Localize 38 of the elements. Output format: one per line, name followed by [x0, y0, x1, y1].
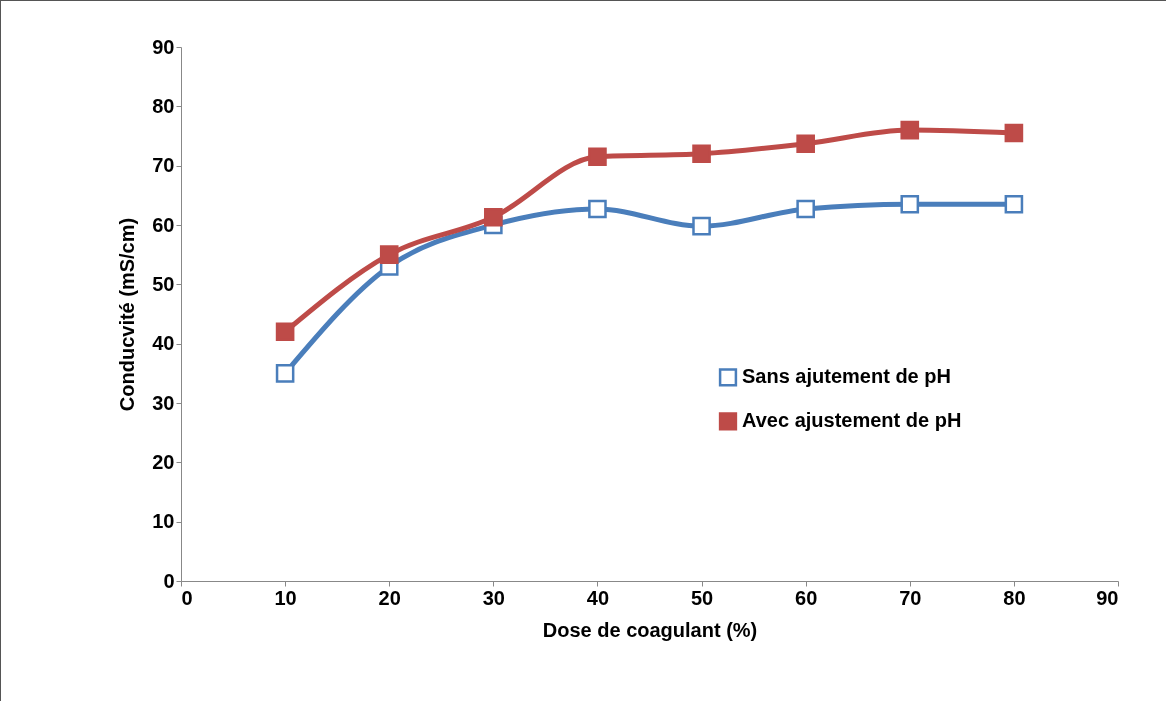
point [692, 216, 711, 236]
y-tick-label: 0 [163, 569, 175, 592]
y-tick-label: 30 [152, 391, 175, 414]
x-tick-label: 20 [378, 586, 401, 609]
point [275, 364, 295, 383]
y-tick-label: 60 [152, 213, 175, 236]
x-tick-label: 70 [899, 586, 922, 609]
y-tick-label: 80 [152, 94, 175, 117]
x-tick-label: 40 [586, 586, 610, 609]
legend-label: Avec ajustement de pH [742, 409, 962, 432]
y-tick-label: 20 [152, 450, 175, 473]
y-axis-title: Conducvité (mS/cm) [116, 217, 139, 412]
x-tick-label: 50 [690, 586, 714, 609]
y-tick-label: 40 [152, 332, 175, 355]
x-tick-label: 60 [795, 586, 818, 609]
y-tick-label: 50 [152, 272, 175, 295]
point [692, 144, 711, 164]
point [900, 194, 920, 214]
point [900, 120, 920, 140]
point [275, 322, 295, 342]
x-tick-label: 30 [482, 586, 505, 609]
point [588, 147, 607, 167]
x-axis-title: Dose de coagulant (%) [542, 618, 758, 641]
point [1004, 194, 1024, 214]
x-tick-label: 0 [181, 586, 193, 609]
point [796, 134, 815, 154]
y-tick-label: 90 [152, 35, 175, 58]
point [796, 199, 815, 219]
y-tick-label: 10 [152, 510, 175, 533]
point [1004, 123, 1024, 143]
point [379, 245, 399, 264]
y-tick-label: 70 [152, 154, 175, 177]
x-tick-label: 90 [1096, 586, 1119, 609]
point [588, 199, 607, 219]
legend-label: Sans ajutement de pH [742, 365, 951, 388]
x-tick-label: 80 [1003, 586, 1026, 609]
point [484, 207, 503, 227]
x-tick-label: 10 [274, 586, 297, 609]
